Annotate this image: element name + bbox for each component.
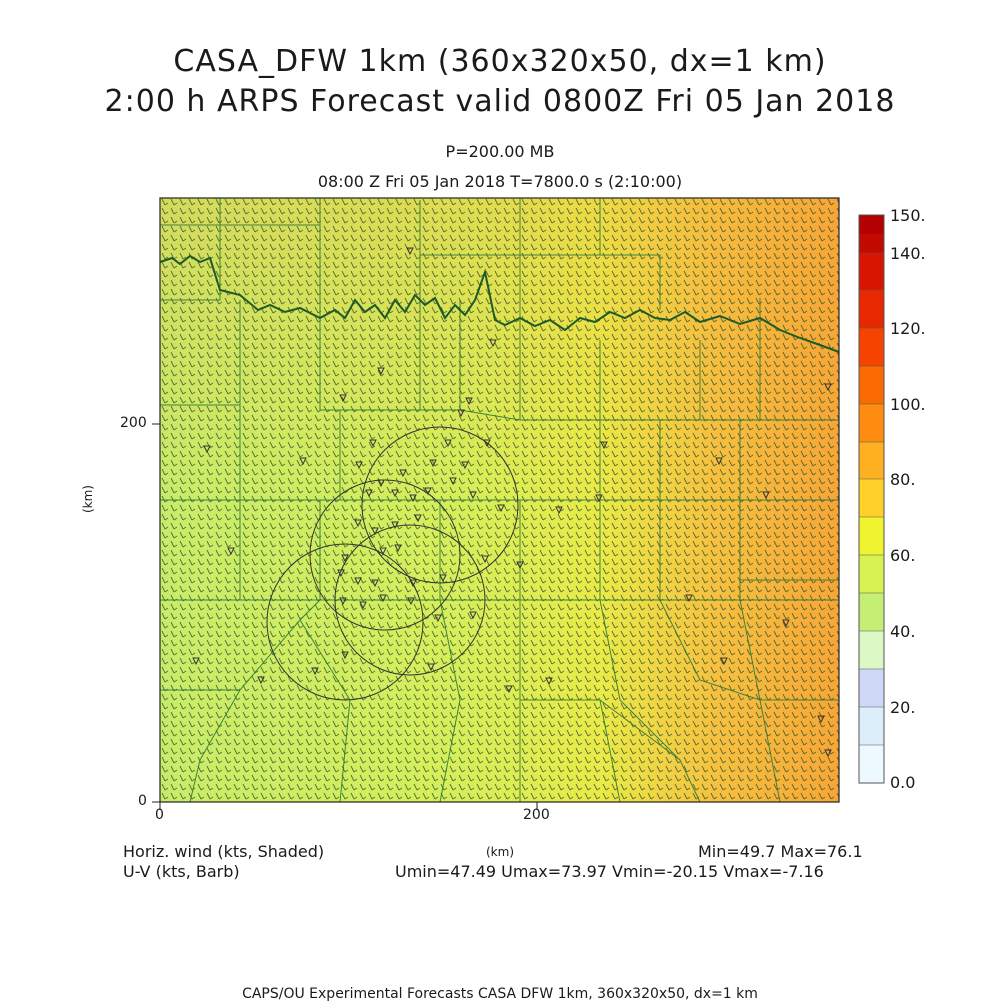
plot-title-line1: CASA_DFW 1km (360x320x50, dx=1 km) xyxy=(173,44,827,79)
shaded-field-description: Horiz. wind (kts, Shaded) xyxy=(123,842,325,861)
colorbar xyxy=(858,214,885,784)
valid-time-label: 08:00 Z Fri 05 Jan 2018 T=7800.0 s (2:10… xyxy=(317,172,683,191)
credit-line: CAPS/OU Experimental Forecasts CASA DFW … xyxy=(242,986,758,1002)
plot-title-line2: 2:00 h ARPS Forecast valid 0800Z Fri 05 … xyxy=(104,84,896,119)
y-axis-label: (km) xyxy=(81,484,96,514)
y-tick-0: 0 xyxy=(138,793,147,809)
colorbar-label-150: 150. xyxy=(890,206,926,225)
plot-frame xyxy=(159,197,840,803)
x-tick-0: 0 xyxy=(155,807,164,823)
y-tick-200: 200 xyxy=(120,415,147,431)
axis-ticks xyxy=(152,423,538,810)
colorbar-label-100: 100. xyxy=(890,395,926,414)
colorbar-label-60: 60. xyxy=(890,546,916,565)
radar-range-rings xyxy=(266,426,519,701)
colorbar-label-0: 0.0 xyxy=(890,773,916,792)
colorbar-label-40: 40. xyxy=(890,622,916,641)
colorbar-label-140: 140. xyxy=(890,244,926,263)
station-markers xyxy=(192,247,832,758)
x-tick-200: 200 xyxy=(523,807,550,823)
red-river-boundary xyxy=(159,254,840,353)
colorbar-label-80: 80. xyxy=(890,470,916,489)
uv-range-readout: Umin=47.49 Umax=73.97 Vmin=-20.15 Vmax=-… xyxy=(395,862,824,881)
pressure-level-label: P=200.00 MB xyxy=(445,142,555,161)
barb-field-description: U-V (kts, Barb) xyxy=(123,862,240,881)
colorbar-label-120: 120. xyxy=(890,319,926,338)
x-axis-label: (km) xyxy=(486,845,515,859)
colorbar-label-20: 20. xyxy=(890,698,916,717)
min-max-readout: Min=49.7 Max=76.1 xyxy=(698,842,863,861)
